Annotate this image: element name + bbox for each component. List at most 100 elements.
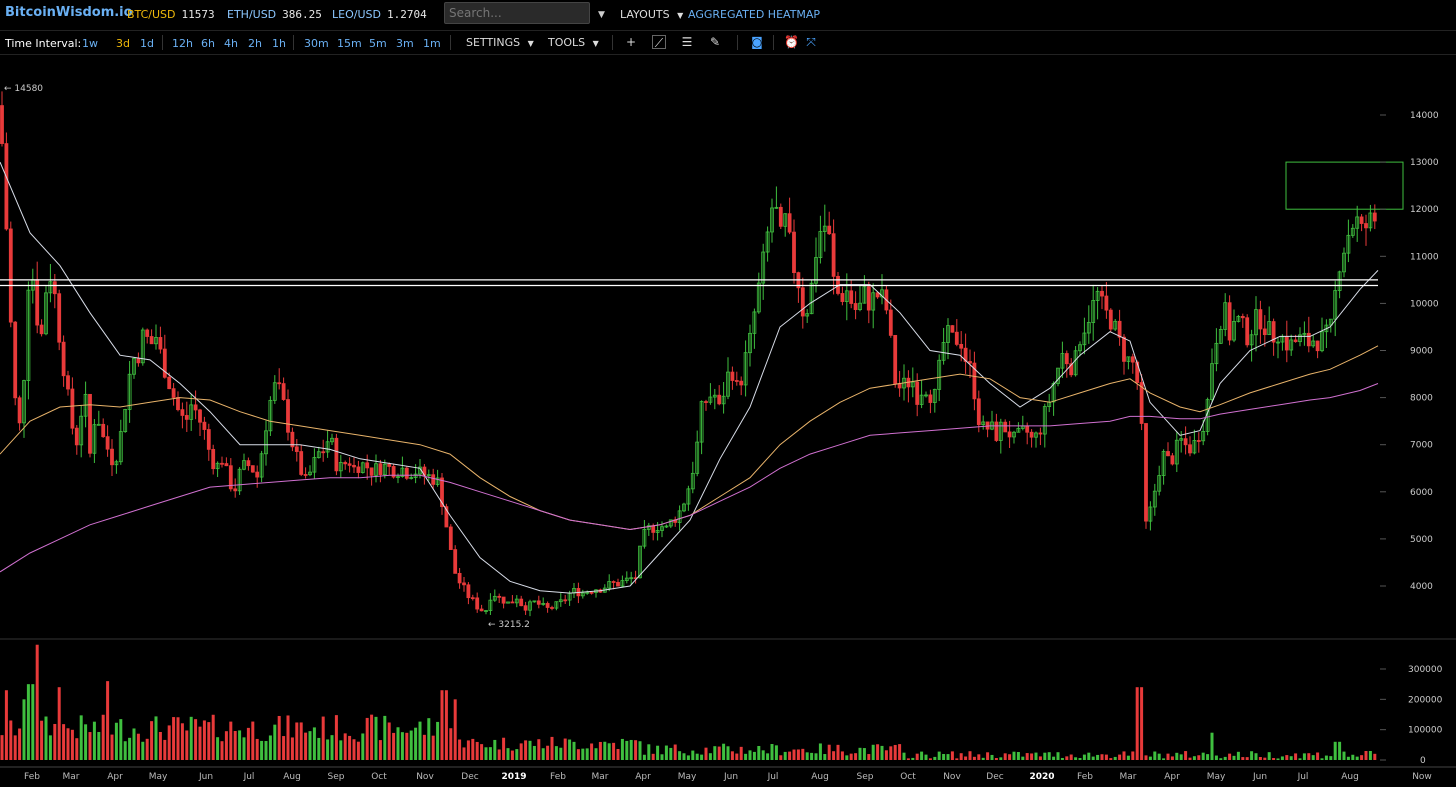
line-tool-icon[interactable]: ⟋ — [652, 35, 666, 50]
interval-1w[interactable]: 1w — [82, 37, 98, 50]
candle-body — [765, 231, 770, 253]
pair-price: 386.25 — [282, 8, 322, 21]
interval-1m[interactable]: 1m — [423, 37, 441, 50]
settings-menu[interactable]: SETTINGS ▼ — [466, 36, 534, 49]
interval-6h[interactable]: 6h — [201, 37, 215, 50]
chevron-down-icon: ▼ — [677, 11, 684, 20]
volume-bar — [1140, 687, 1144, 760]
candle-body — [853, 303, 858, 310]
candle-body — [897, 383, 902, 389]
volume-bar — [0, 735, 4, 760]
volume-bar — [1210, 732, 1214, 760]
volume-bar — [937, 751, 941, 760]
volume-bar — [726, 746, 730, 760]
pair-btc[interactable]: BTC/USD 11573 — [127, 8, 215, 21]
volume-bar — [748, 750, 752, 760]
interval-3d[interactable]: 3d — [116, 37, 130, 50]
candle-body — [352, 464, 356, 468]
volume-bar — [700, 754, 704, 760]
time-tick-label: Dec — [461, 772, 478, 782]
interval-4h[interactable]: 4h — [224, 37, 238, 50]
volume-bar — [378, 740, 382, 760]
time-tick-label: Nov — [416, 772, 434, 782]
horizontal-lines-icon[interactable]: ☰ — [681, 35, 693, 49]
horizontal-lines — [0, 279, 1378, 287]
time-tick-label: Feb — [24, 772, 40, 782]
volume-bar — [1003, 753, 1007, 760]
candle-body — [343, 462, 348, 465]
interval-15m[interactable]: 15m — [337, 37, 362, 50]
volume-bar — [185, 730, 189, 760]
candle-body — [880, 289, 884, 298]
candle-body — [118, 431, 123, 463]
candle-body — [57, 293, 62, 343]
candle-body — [1196, 440, 1201, 442]
crosshair-icon[interactable]: + — [625, 35, 637, 49]
candle-body — [871, 292, 876, 311]
interval-5m[interactable]: 5m — [369, 37, 387, 50]
pair-eth[interactable]: ETH/USD 386.25 — [227, 8, 322, 21]
layouts-label: LAYOUTS — [620, 8, 670, 21]
price-chart[interactable]: 14000 13000 12000 11000 10000 9000 8000 7000 600… — [0, 55, 1456, 787]
toolbar-divider — [450, 35, 451, 50]
search-input[interactable] — [444, 2, 590, 24]
volume-bar — [1126, 755, 1130, 760]
candle-body — [334, 437, 339, 472]
candle-body — [1007, 431, 1012, 438]
volume-bar — [198, 726, 202, 760]
volume-bar — [1276, 758, 1280, 760]
price-tick-label: 14000 — [1410, 111, 1439, 121]
volume-bar — [1258, 757, 1262, 760]
candle-body — [369, 467, 374, 476]
candle-body — [748, 332, 752, 354]
volume-bar — [735, 753, 739, 760]
interval-30m[interactable]: 30m — [304, 37, 329, 50]
volume-bar — [1214, 755, 1218, 760]
candle-body — [180, 409, 185, 416]
volume-bar — [708, 753, 712, 760]
volume-bar — [770, 744, 774, 760]
rectangle-annotation[interactable] — [1285, 161, 1404, 210]
layouts-menu[interactable]: LAYOUTS ▼ — [620, 8, 683, 21]
candle-body — [1315, 340, 1320, 352]
candle-body — [1306, 332, 1311, 347]
alarm-icon[interactable]: ⏰ — [784, 35, 799, 49]
chevron-down-icon: ▼ — [592, 39, 599, 48]
volume-bar — [1355, 756, 1359, 760]
site-logo[interactable]: BitcoinWisdom.io — [5, 5, 133, 20]
candle-body — [655, 530, 660, 533]
volume-bar — [48, 735, 52, 760]
search-dropdown-icon[interactable]: ▼ — [598, 10, 605, 20]
volume-bar — [581, 748, 585, 760]
tools-menu[interactable]: TOOLS ▼ — [548, 36, 599, 49]
volume-bar — [805, 752, 809, 760]
volume-bar — [880, 745, 884, 760]
camera-icon[interactable]: ◙ — [751, 35, 763, 49]
interval-12h[interactable]: 12h — [172, 37, 193, 50]
interval-1h[interactable]: 1h — [272, 37, 286, 50]
interval-1d[interactable]: 1d — [140, 37, 154, 50]
volume-bar — [1034, 752, 1038, 760]
candle-body — [17, 397, 22, 424]
pen-icon[interactable]: ✎ — [709, 35, 721, 49]
interval-2h[interactable]: 2h — [248, 37, 262, 50]
candle-body — [1298, 334, 1302, 343]
candle-body — [1350, 227, 1355, 236]
volume-bar — [1245, 757, 1249, 760]
volume-bar — [1082, 754, 1086, 760]
volume-bar — [400, 732, 404, 760]
aggregated-heatmap-link[interactable]: AGGREGATED HEATMAP — [688, 8, 821, 21]
toolbar-divider — [293, 35, 294, 50]
candle-body — [1051, 383, 1056, 403]
candle-body — [730, 371, 735, 381]
candle-body — [514, 598, 519, 604]
candle-body — [624, 577, 629, 581]
fullscreen-icon[interactable]: ⤧ — [806, 35, 816, 49]
pair-leo[interactable]: LEO/USD 1.2704 — [332, 8, 427, 21]
volume-bar — [348, 735, 352, 760]
volume-bar — [999, 757, 1003, 760]
candle-body — [1034, 432, 1038, 438]
interval-3m[interactable]: 3m — [396, 37, 414, 50]
candle-body — [616, 581, 620, 587]
candle-body — [13, 321, 18, 399]
